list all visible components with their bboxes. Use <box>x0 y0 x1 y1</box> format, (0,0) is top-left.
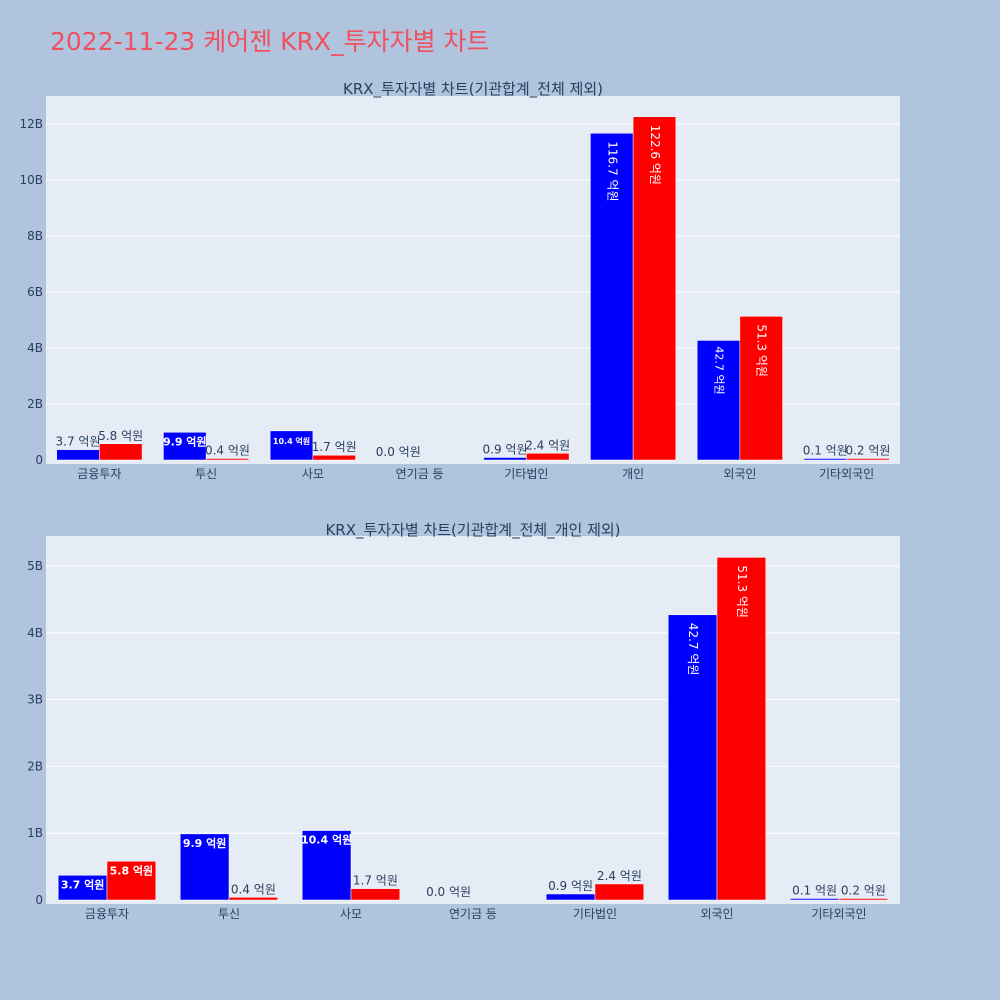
data-label: 10.4 억원 <box>301 833 352 847</box>
x-tick-label: 투신 <box>218 907 240 921</box>
y-tick-label: 0 <box>35 893 43 907</box>
y-tick-label: 6B <box>27 285 43 299</box>
x-tick-label: 기타법인 <box>504 467 548 481</box>
x-tick-label: 기타법인 <box>573 907 617 921</box>
x-tick-label: 금융투자 <box>77 467 121 481</box>
x-tick-label: 개인 <box>622 467 644 481</box>
y-tick-label: 3B <box>27 693 43 707</box>
bar-series-b-5 <box>594 883 645 901</box>
chart-title: KRX_투자자별 차트(기관합계_전체 제외) <box>343 80 603 99</box>
bar-series-a-2 <box>179 833 230 901</box>
data-label: 0.0 억원 <box>376 445 421 459</box>
page-title: 2022-11-23 케어젠 KRX_투자자별 차트 <box>50 27 490 56</box>
data-label: 2.4 억원 <box>525 438 570 452</box>
y-tick-label: 5B <box>27 559 43 573</box>
bar-series-b-2 <box>228 897 279 901</box>
bar-series-a-8 <box>803 458 847 461</box>
data-label: 0.0 억원 <box>426 885 471 899</box>
x-tick-label: 투신 <box>195 467 217 481</box>
bar-series-b-7 <box>739 316 783 461</box>
chart-title: KRX_투자자별 차트(기관합계_전체_개인 제외) <box>325 521 620 540</box>
bar-series-b-8 <box>846 458 890 461</box>
chart-1: 0 2B 4B 6B 8B 10B 12B KRX_투자자별 차트(기관합계_전체 제외) 금융… <box>19 80 900 481</box>
y-tick-label: 4B <box>27 626 43 640</box>
bar-series-b-1 <box>106 861 157 901</box>
bar-series-a-6 <box>667 614 718 901</box>
x-tick-label: 금융투자 <box>85 907 129 921</box>
data-label: 0.4 억원 <box>231 882 276 896</box>
data-label: 10.4 억원 <box>273 436 310 446</box>
data-label: 0.1 억원 <box>792 884 837 898</box>
x-tick-label: 사모 <box>340 907 362 921</box>
bar-series-a-2 <box>163 432 207 461</box>
data-label: 0.4 억원 <box>205 444 250 458</box>
bar-series-a-1 <box>56 449 100 461</box>
y-tick-label: 2B <box>27 759 43 773</box>
x-tick-label: 기타외국인 <box>819 467 874 481</box>
x-tick-label: 기타외국인 <box>811 907 866 921</box>
x-tick-label: 외국인 <box>700 907 733 921</box>
data-label: 3.7 억원 <box>56 435 101 449</box>
data-label: 5.8 억원 <box>98 429 143 443</box>
data-label: 42.7 억원 <box>713 346 726 394</box>
data-label: 1.7 억원 <box>312 440 357 454</box>
data-label: 1.7 억원 <box>353 874 398 888</box>
data-label: 5.8 억원 <box>110 863 154 877</box>
bar-series-a-3 <box>269 430 314 461</box>
data-label: 51.3 억원 <box>735 565 749 618</box>
data-label: 0.1 억원 <box>803 444 848 458</box>
bar-series-a-3 <box>301 830 352 901</box>
data-label: 2.4 억원 <box>597 869 642 883</box>
data-label: 42.7 억원 <box>686 623 700 676</box>
data-label: 116.7 억원 <box>605 141 619 201</box>
x-tick-label: 연기금 등 <box>449 907 497 921</box>
bar-series-a-7 <box>789 898 840 901</box>
data-label: 0.9 억원 <box>548 879 593 893</box>
y-tick-label: 1B <box>27 826 43 840</box>
bar-series-a-5 <box>545 893 596 901</box>
y-tick-label: 0 <box>35 453 43 467</box>
bar-series-b-5 <box>526 453 570 461</box>
data-label: 0.9 억원 <box>483 442 528 456</box>
y-tick-label: 10B <box>19 173 43 187</box>
x-tick-label: 외국인 <box>723 467 756 481</box>
data-label: 0.2 억원 <box>845 444 890 458</box>
data-label: 9.9 억원 <box>183 836 227 850</box>
data-label: 51.3 억원 <box>755 324 769 377</box>
x-tick-label: 연기금 등 <box>396 467 444 481</box>
bar-series-b-6 <box>632 116 677 461</box>
bar-series-b-2 <box>205 458 250 461</box>
y-tick-label: 8B <box>27 229 43 243</box>
bar-series-b-3 <box>312 454 356 461</box>
data-label: 122.6 억원 <box>648 125 662 185</box>
y-tick-label: 4B <box>27 341 43 355</box>
data-label: 9.9 억원 <box>163 434 207 448</box>
bar-series-b-7 <box>838 898 889 901</box>
data-label: 3.7 억원 <box>61 877 105 891</box>
bar-series-b-3 <box>350 888 401 901</box>
bar-series-b-6 <box>716 557 767 901</box>
bar-series-a-1 <box>57 875 108 901</box>
data-label: 0.2 억원 <box>841 884 886 898</box>
y-tick-label: 12B <box>19 117 43 131</box>
bar-series-a-6 <box>590 132 634 461</box>
chart-2: 0 1B 2B 3B 4B 5B KRX_투자자별 차트(기관합계_전체_개인 제외) 금융투… <box>27 521 900 921</box>
bar-series-a-5 <box>483 457 527 461</box>
plot-area <box>46 536 900 904</box>
y-tick-label: 2B <box>27 397 43 411</box>
bar-series-a-7 <box>696 340 741 461</box>
x-tick-label: 사모 <box>302 467 324 481</box>
bar-series-b-1 <box>99 443 143 461</box>
